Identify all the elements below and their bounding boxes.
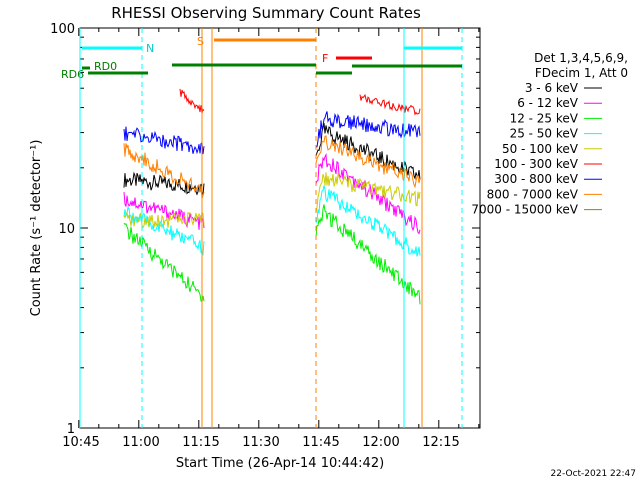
legend-label: 300 - 800 keV <box>494 172 578 186</box>
legend-label: 12 - 25 keV <box>510 111 579 125</box>
flag-f-label: F <box>322 52 328 65</box>
series-line <box>315 185 421 257</box>
series-line <box>315 204 421 305</box>
legend-label: 6 - 12 keV <box>517 96 579 110</box>
y-tick-label-1: 1 <box>67 422 75 437</box>
series-line <box>123 192 205 230</box>
legend-header-line-1: Det 1,3,4,5,6,9, <box>534 51 628 65</box>
series-line <box>123 211 205 229</box>
legend-label: 3 - 6 keV <box>525 81 579 95</box>
series-line <box>179 88 205 114</box>
y-tick-label-10: 10 <box>58 222 75 237</box>
legend-header-line-2: FDecim 1, Att 0 <box>535 66 628 80</box>
plot-frame <box>79 27 481 429</box>
x-tick-label-1130: 11:30 <box>242 435 279 450</box>
x-tick-label-1045: 10:45 <box>62 435 99 450</box>
footer-timestamp: 22-Oct-2021 22:47 <box>551 469 636 479</box>
legend-label: 50 - 100 keV <box>502 142 579 156</box>
x-tick-label-1115: 11:15 <box>182 435 219 450</box>
legend-label: 25 - 50 keV <box>510 127 579 141</box>
series-line <box>315 135 421 189</box>
series-line <box>315 122 421 180</box>
legend-label: 7000 - 15000 keV <box>471 203 578 217</box>
x-tick-label-1215: 12:15 <box>422 435 459 450</box>
series-line <box>315 111 421 148</box>
series-line <box>123 171 205 196</box>
series-line <box>123 126 205 155</box>
legend-label: 100 - 300 keV <box>494 157 578 171</box>
x-tick-label-1100: 11:00 <box>122 435 159 450</box>
flag-rd0-label: RD0 <box>94 60 117 73</box>
x-tick-label-1145: 11:45 <box>302 435 339 450</box>
y-tick-label-100: 100 <box>50 22 75 37</box>
flag-n-label: N <box>146 42 154 55</box>
series-line <box>359 93 421 116</box>
flag-rd6-label: RD6 <box>61 68 84 81</box>
series-line <box>315 152 421 235</box>
legend-label: 800 - 7000 keV <box>487 187 579 201</box>
chart-title: RHESSI Observing Summary Count Rates <box>111 4 421 22</box>
series-line <box>123 205 205 257</box>
x-axis-label: Start Time (26-Apr-14 10:44:42) <box>176 456 384 471</box>
series-line <box>315 172 421 213</box>
series-line <box>123 143 205 199</box>
x-tick-label-1200: 12:00 <box>362 435 399 450</box>
y-axis-label: Count Rate (s⁻¹ detector⁻¹) <box>29 140 44 317</box>
series-line <box>123 222 205 303</box>
flag-s-label: S <box>197 35 204 48</box>
